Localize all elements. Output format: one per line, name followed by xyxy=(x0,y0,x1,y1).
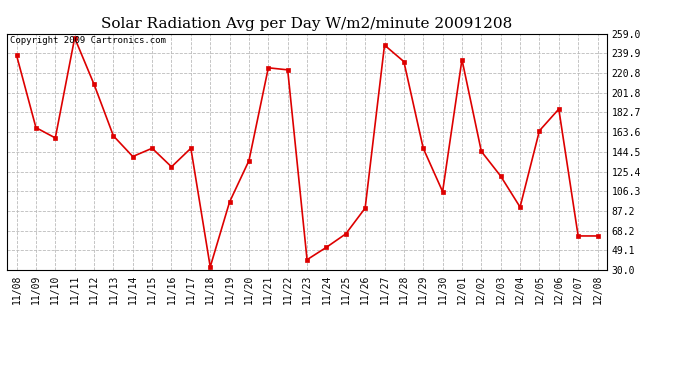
Text: Copyright 2009 Cartronics.com: Copyright 2009 Cartronics.com xyxy=(10,36,166,45)
Title: Solar Radiation Avg per Day W/m2/minute 20091208: Solar Radiation Avg per Day W/m2/minute … xyxy=(101,17,513,31)
